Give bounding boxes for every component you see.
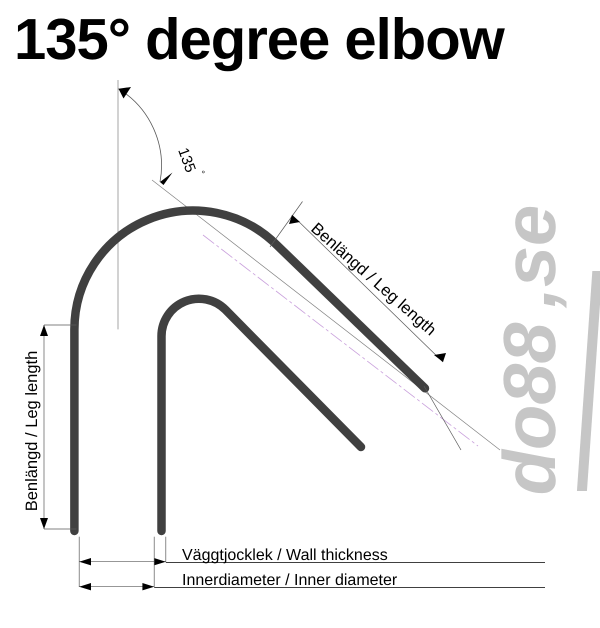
svg-text:135: 135 bbox=[174, 146, 199, 175]
svg-text:Väggtjocklek / Wall thickness: Väggtjocklek / Wall thickness bbox=[182, 547, 388, 564]
svg-text:°: ° bbox=[196, 169, 207, 176]
svg-text:Innerdiameter / Inner diameter: Innerdiameter / Inner diameter bbox=[182, 572, 398, 589]
svg-text:Benlängd / Leg length: Benlängd / Leg length bbox=[23, 351, 41, 512]
svg-text:do88 ,se: do88 ,se bbox=[488, 205, 571, 495]
svg-text:Benlängd / Leg length: Benlängd / Leg length bbox=[307, 220, 439, 340]
